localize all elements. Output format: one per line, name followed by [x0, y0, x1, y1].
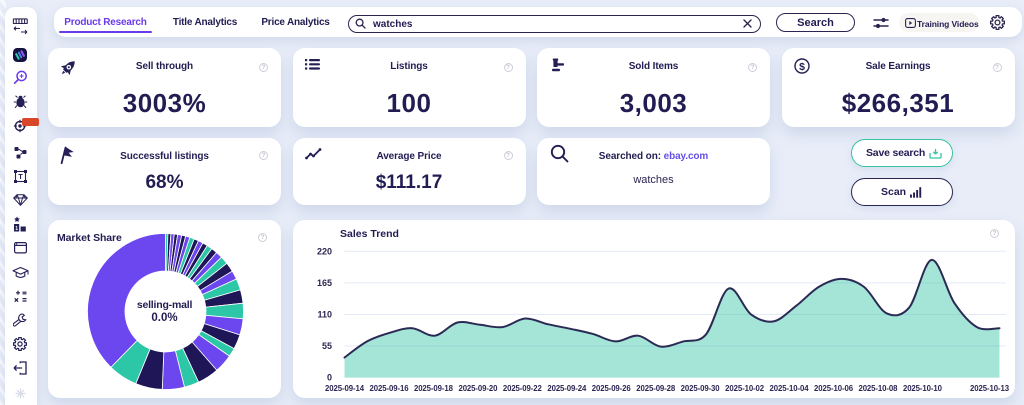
svg-text:55: 55	[321, 341, 331, 351]
svg-text:1: 1	[15, 226, 18, 232]
svg-text:T: T	[18, 172, 23, 181]
svg-text:2025-10-06: 2025-10-06	[814, 384, 854, 393]
svg-text:2025-10-04: 2025-10-04	[769, 384, 809, 393]
svg-text:110: 110	[317, 310, 332, 320]
svg-text:165: 165	[316, 278, 331, 288]
svg-text:2025-09-24: 2025-09-24	[547, 384, 587, 393]
svg-text:2025-10-02: 2025-10-02	[725, 384, 765, 393]
svg-text:2025-10-13: 2025-10-13	[970, 384, 1010, 393]
svg-text:2025-09-18: 2025-09-18	[413, 384, 453, 393]
svg-text:2025-10-08: 2025-10-08	[858, 384, 898, 393]
svg-text:220: 220	[316, 246, 331, 256]
svg-text:$: $	[799, 61, 805, 73]
svg-text:2025-09-26: 2025-09-26	[591, 384, 631, 393]
svg-text:0: 0	[326, 373, 331, 383]
svg-text:2025-09-20: 2025-09-20	[458, 384, 498, 393]
svg-text:2025-09-28: 2025-09-28	[636, 384, 676, 393]
svg-text:2025-09-22: 2025-09-22	[502, 384, 542, 393]
svg-text:2025-09-30: 2025-09-30	[680, 384, 720, 393]
svg-text:2025-09-14: 2025-09-14	[325, 384, 365, 393]
svg-text:2025-10-10: 2025-10-10	[902, 384, 942, 393]
svg-text:2025-09-16: 2025-09-16	[369, 384, 409, 393]
